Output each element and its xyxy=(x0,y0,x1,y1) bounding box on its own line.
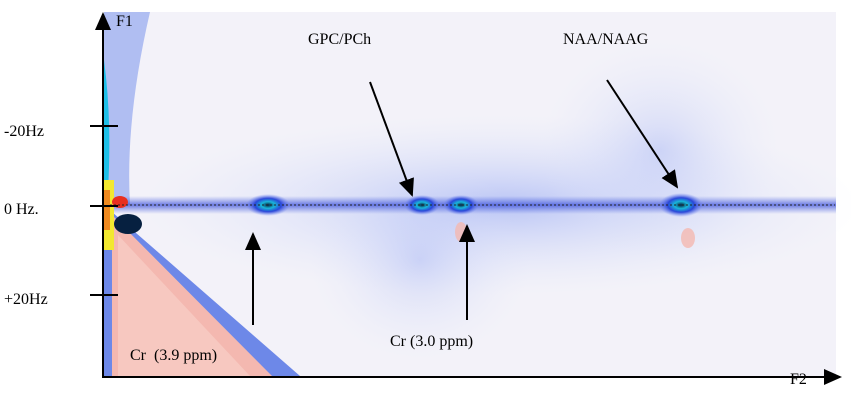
y-tick-label: 0 Hz. xyxy=(4,201,39,218)
x-axis-label: F2 xyxy=(790,371,807,388)
spectrum-image xyxy=(104,12,851,376)
annotation: Cr (3.9 ppm) xyxy=(130,347,217,364)
annotation: NAA/NAAG xyxy=(563,31,649,48)
annotation: GPC/PCh xyxy=(308,31,371,48)
axes xyxy=(90,12,842,385)
annotation: Cr (3.0 ppm) xyxy=(390,333,473,350)
arrows xyxy=(245,79,679,325)
y-axis-label: F1 xyxy=(116,13,133,30)
y-tick-label: -20Hz xyxy=(4,123,44,140)
y-tick-label: +20Hz xyxy=(4,291,48,308)
